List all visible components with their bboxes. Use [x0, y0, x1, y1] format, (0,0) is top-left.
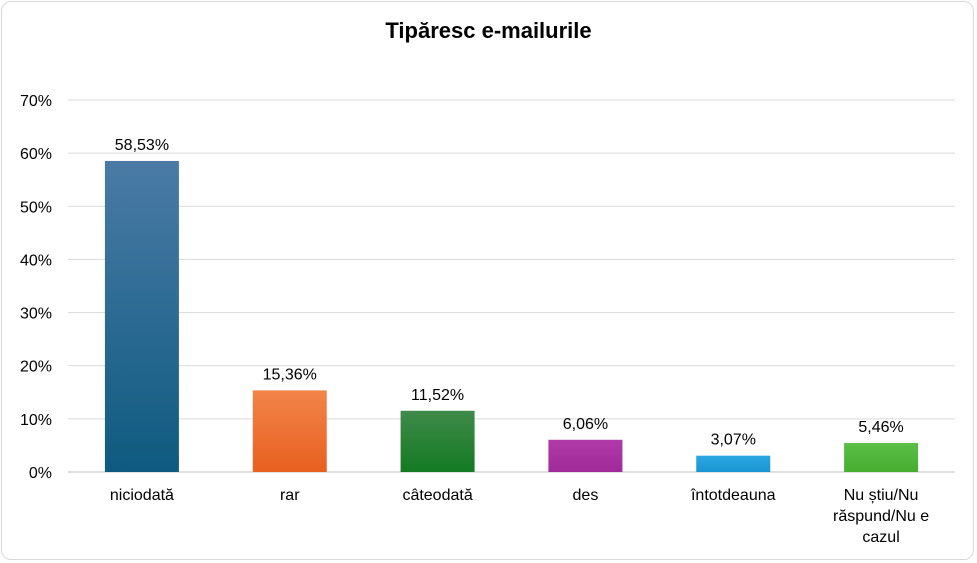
y-tick-label: 20%	[20, 359, 52, 376]
data-label: 5,46%	[858, 419, 903, 436]
data-label: 11,52%	[411, 387, 464, 404]
category-label: cazul	[862, 529, 899, 546]
y-tick-label: 30%	[20, 306, 52, 323]
y-tick-label: 10%	[20, 412, 52, 429]
data-label: 3,07%	[711, 432, 756, 449]
data-labels: 58,53% 15,36% 11,52% 6,06% 3,07% 5,46%	[115, 137, 904, 449]
y-tick-label: 50%	[20, 199, 52, 216]
bar-4	[696, 455, 771, 472]
chart-title: Tipăresc e-mailurile	[385, 18, 592, 43]
bars	[104, 160, 919, 472]
bar-1	[252, 390, 327, 472]
category-label: câteodată	[402, 487, 472, 504]
data-label: 58,53%	[115, 137, 169, 154]
y-tick-label: 60%	[20, 146, 52, 163]
gridlines	[68, 99, 955, 473]
bar-3	[548, 439, 623, 472]
bar-5	[844, 442, 919, 472]
bar-2	[400, 410, 475, 472]
data-label: 15,36%	[263, 366, 317, 383]
category-label: rar	[280, 487, 300, 504]
data-label: 6,06%	[563, 416, 608, 433]
bar-0	[104, 160, 179, 472]
y-tick-label: 70%	[20, 93, 52, 110]
category-label: Nu știu/Nu	[844, 487, 919, 504]
category-label: răspund/Nu e	[833, 508, 929, 525]
category-label: niciodată	[110, 487, 174, 504]
y-axis-ticks: 0% 10% 20% 30% 40% 50% 60% 70%	[20, 93, 52, 482]
category-label: întotdeauna	[690, 487, 776, 504]
category-label: des	[573, 487, 599, 504]
y-tick-label: 0%	[29, 465, 52, 482]
category-labels: niciodată rar câteodată des întotdeauna Nu șt…	[110, 487, 929, 546]
y-tick-label: 40%	[20, 252, 52, 269]
